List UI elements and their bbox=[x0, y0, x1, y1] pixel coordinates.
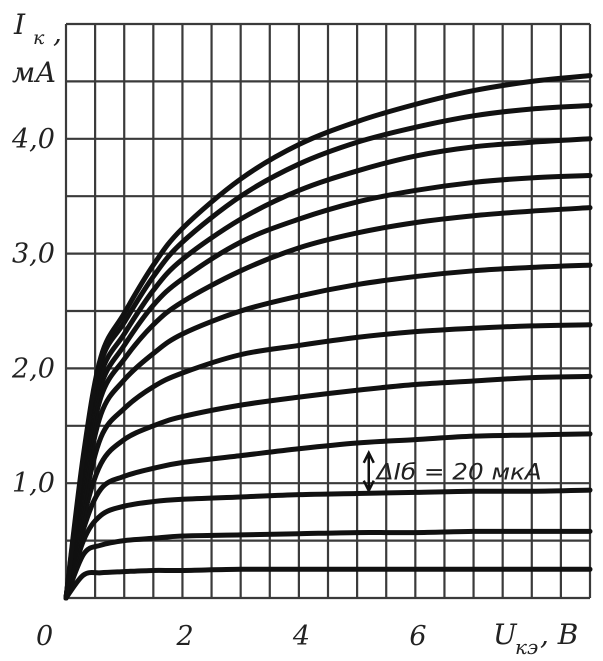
x-axis-label-symbol: U bbox=[493, 618, 518, 651]
x-tick-label: 4 bbox=[292, 621, 310, 652]
y-axis-label-subscript: к bbox=[33, 27, 45, 49]
y-axis-unit: мА bbox=[12, 56, 56, 89]
y-tick-label: 4,0 bbox=[11, 124, 55, 155]
y-axis-label-symbol: I bbox=[13, 8, 26, 41]
y-tick-label: 3,0 bbox=[12, 239, 55, 270]
curve-ib-6 bbox=[63, 322, 593, 601]
x-tick-label: 2 bbox=[175, 621, 193, 652]
y-tick-labels: 1,0 2,0 3,0 4,0 bbox=[11, 124, 55, 499]
curve-ib-7 bbox=[63, 262, 593, 601]
x-tick-label: 0 bbox=[36, 621, 53, 652]
curve-ib-1 bbox=[63, 566, 593, 601]
x-tick-label: 6 bbox=[409, 621, 426, 652]
y-axis-label-comma: , bbox=[53, 16, 62, 49]
x-axis-label-subscript: кэ bbox=[515, 635, 538, 659]
curve-ib-3 bbox=[63, 487, 593, 601]
annotation-arrowhead-bottom bbox=[362, 480, 375, 494]
y-tick-label: 2,0 bbox=[11, 353, 55, 384]
annotation-label: ΔIб = 20 мкА bbox=[375, 461, 542, 486]
curve-ib-4 bbox=[63, 431, 593, 601]
annotation-arrowhead-top bbox=[362, 449, 375, 464]
curve-ib-2 bbox=[63, 528, 593, 601]
y-tick-label: 1,0 bbox=[12, 468, 55, 499]
curve-ib-5 bbox=[63, 373, 593, 601]
x-axis-label-unit: , В bbox=[540, 618, 578, 651]
delta-ib-annotation: ΔIб = 20 мкА bbox=[362, 449, 542, 494]
grid bbox=[64, 22, 592, 600]
curve-series-group bbox=[63, 73, 593, 601]
x-tick-labels: 0 2 4 6 bbox=[36, 621, 427, 652]
curve-ib-12 bbox=[63, 73, 593, 601]
